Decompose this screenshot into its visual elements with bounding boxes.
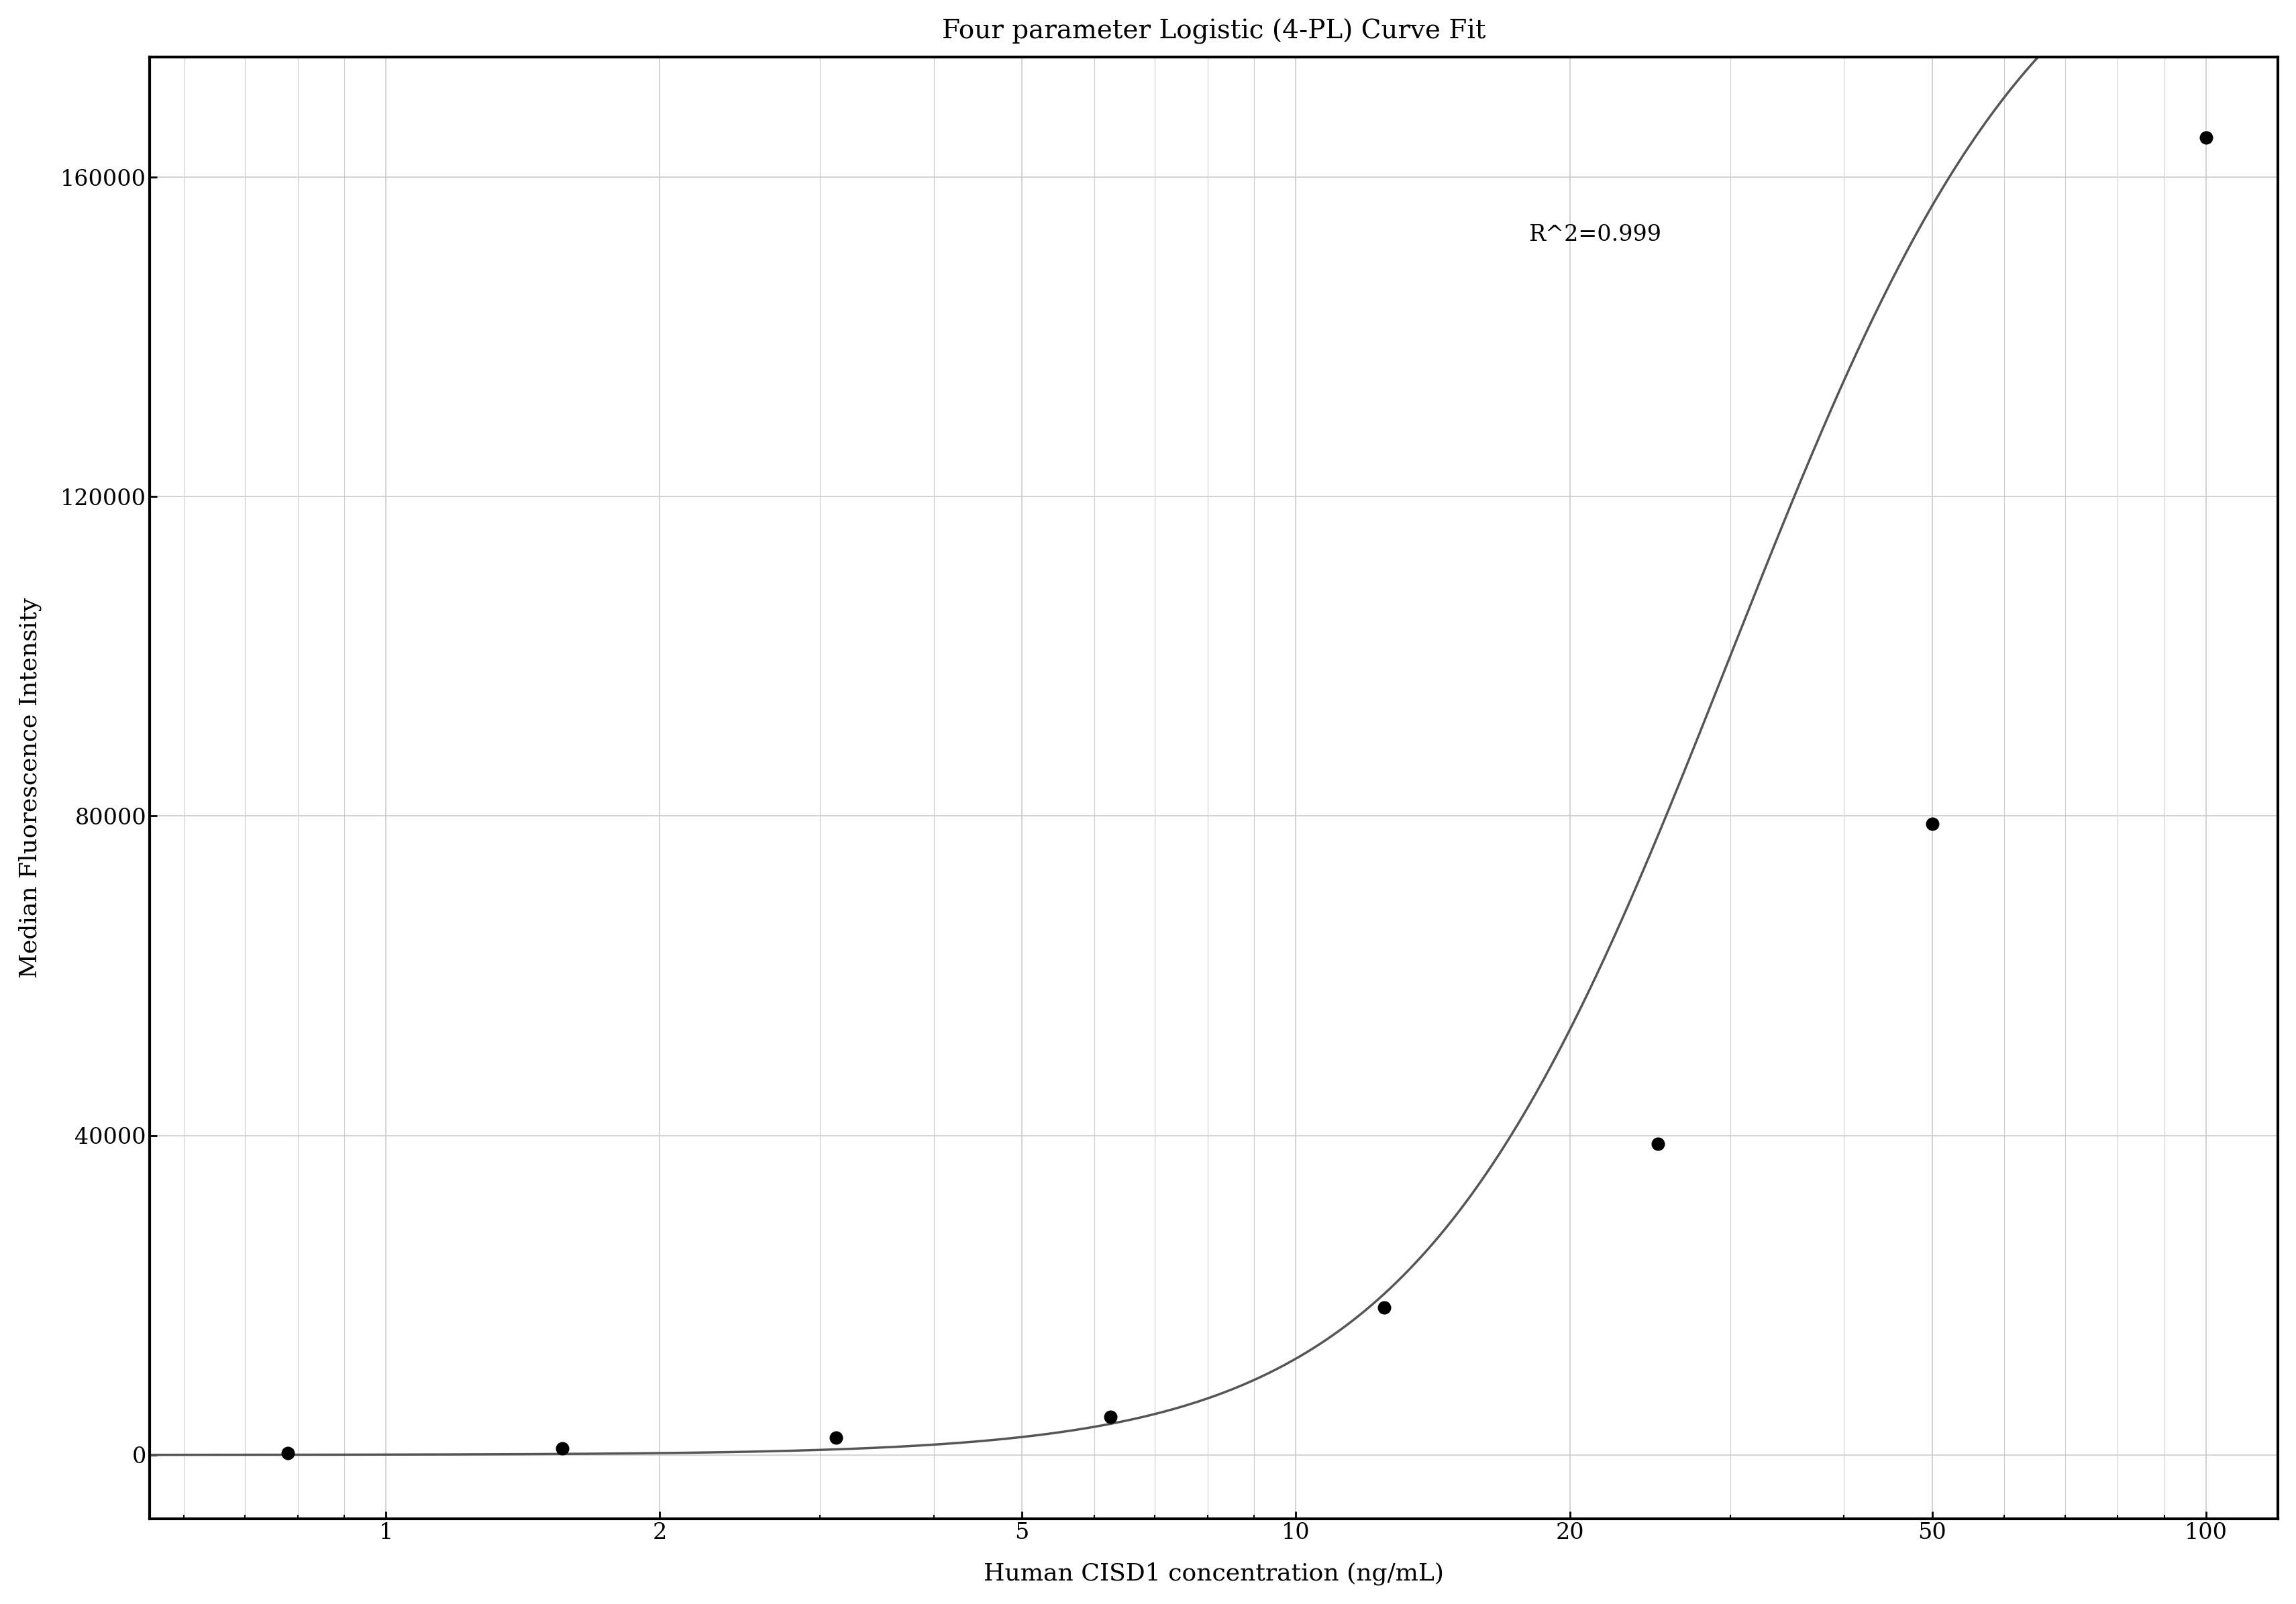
X-axis label: Human CISD1 concentration (ng/mL): Human CISD1 concentration (ng/mL) xyxy=(983,1562,1444,1585)
Text: R^2=0.999: R^2=0.999 xyxy=(1527,225,1660,245)
Point xyxy=(1091,1404,1127,1429)
Point xyxy=(817,1424,854,1450)
Point xyxy=(1366,1294,1403,1320)
Point xyxy=(544,1436,581,1461)
Point xyxy=(1913,812,1949,837)
Point xyxy=(2188,125,2225,151)
Point xyxy=(269,1440,305,1466)
Point xyxy=(1639,1131,1676,1156)
Title: Four parameter Logistic (4-PL) Curve Fit: Four parameter Logistic (4-PL) Curve Fit xyxy=(941,19,1486,45)
Y-axis label: Median Fluorescence Intensity: Median Fluorescence Intensity xyxy=(18,598,41,978)
